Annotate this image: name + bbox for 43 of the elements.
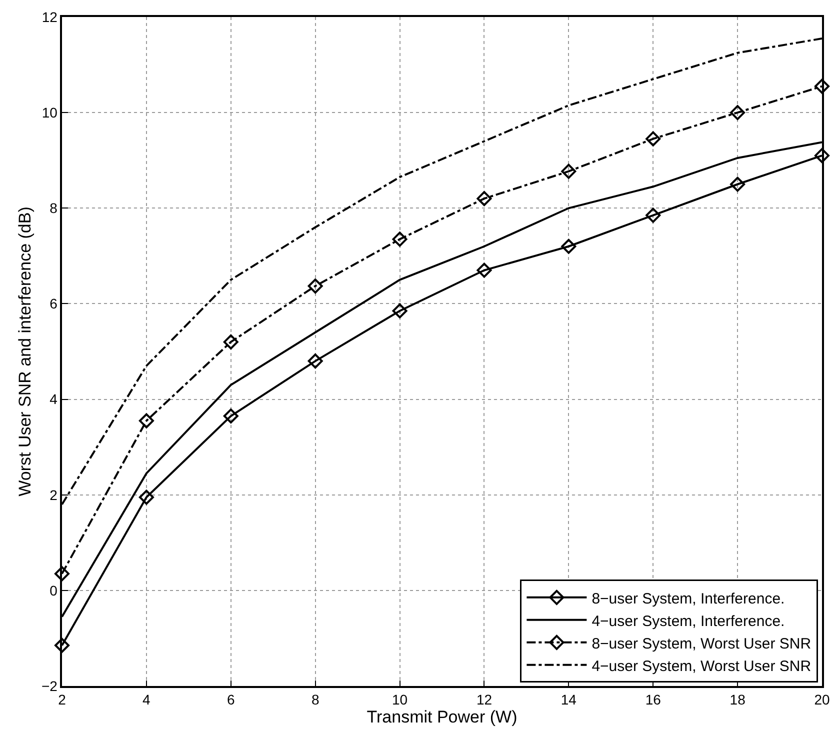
y-tick-label: 4 (50, 391, 58, 408)
x-tick-label: 18 (730, 692, 746, 708)
point (54, 638, 70, 653)
y-axis-title: Worst User SNR and interference (dB) (16, 206, 35, 496)
x-tick-label: 12 (476, 692, 492, 708)
legend-label: 4−user System, Interference. (592, 612, 785, 630)
point (223, 408, 238, 424)
legend-label: 8−user System, Worst User SNR (592, 635, 812, 652)
point (54, 566, 70, 582)
x-tick-label: 16 (645, 692, 662, 708)
y-tick-label: −2 (41, 678, 58, 694)
x-tick-label: 14 (560, 692, 577, 708)
y-tick-label: 12 (42, 8, 58, 25)
x-tick-label: 4 (142, 692, 151, 708)
point (308, 278, 323, 294)
y-tick-label: 10 (42, 104, 58, 120)
y-tick-label: 2 (50, 486, 58, 503)
y-tick-label: 6 (50, 296, 58, 312)
point (476, 191, 492, 206)
point (646, 208, 661, 223)
y-tick-label: 8 (50, 200, 58, 216)
point (223, 334, 238, 350)
point (138, 490, 154, 505)
x-tick-label: 8 (311, 692, 320, 708)
point (561, 238, 576, 254)
point (730, 105, 746, 120)
legend-label: 8−user System, Interference. (592, 590, 785, 608)
point (814, 78, 830, 94)
x-tick-label: 10 (392, 692, 408, 708)
point (392, 303, 408, 318)
x-axis-title: Transmit Power (W) (366, 708, 518, 727)
point (561, 164, 576, 179)
point (730, 176, 746, 192)
point (308, 354, 323, 369)
point (814, 148, 830, 164)
point (392, 232, 408, 247)
x-tick-label: 6 (226, 692, 235, 708)
point (476, 262, 492, 278)
point (138, 413, 154, 428)
legend-label: 4−user System, Worst User SNR (592, 658, 812, 675)
x-tick-label: 20 (814, 692, 830, 708)
y-tick-label: 0 (50, 582, 58, 598)
point (646, 131, 661, 146)
